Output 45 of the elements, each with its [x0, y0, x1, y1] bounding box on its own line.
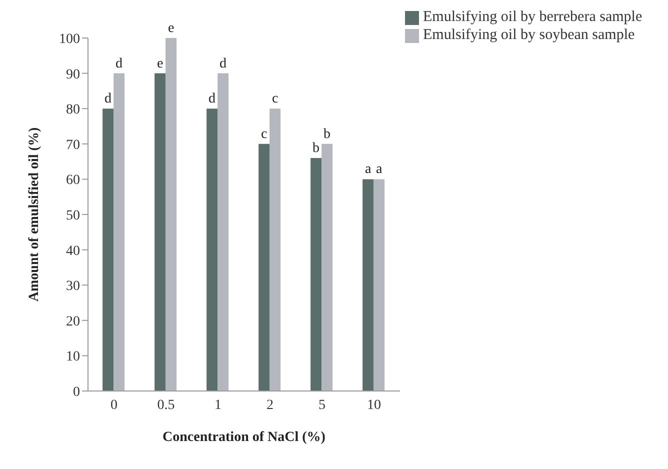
x-tick-label: 1 — [214, 398, 222, 413]
y-tick-label: 60 — [66, 173, 80, 188]
bar — [362, 179, 374, 391]
bar — [374, 179, 385, 391]
data-label: a — [364, 162, 372, 178]
y-tick-label: 30 — [66, 279, 80, 294]
data-label: b — [312, 141, 320, 156]
x-tick-label: 5 — [318, 398, 326, 413]
data-label: d — [220, 56, 227, 72]
data-label: c — [272, 92, 278, 107]
bar — [322, 144, 333, 391]
y-tick-label: 70 — [66, 138, 80, 153]
x-tick-label: 10 — [367, 398, 381, 413]
legend-label: Emulsifying oil by berrebera sample — [423, 9, 642, 25]
y-tick-label: 100 — [59, 32, 80, 47]
bar — [206, 108, 218, 391]
bar — [166, 38, 177, 391]
data-label: e — [156, 56, 164, 72]
data-label: b — [324, 126, 331, 142]
bar — [102, 108, 114, 391]
y-tick-label: 10 — [66, 350, 80, 365]
data-label: e — [168, 21, 174, 36]
legend-label: Emulsifying oil by soybean sample — [423, 27, 635, 43]
y-tick-label: 80 — [66, 102, 80, 118]
y-tick-label: 90 — [66, 67, 80, 82]
y-tick-label: 50 — [66, 208, 80, 224]
bar — [218, 73, 229, 391]
bar — [310, 158, 322, 391]
x-tick-label: 0 — [110, 398, 118, 413]
data-label: d — [104, 92, 112, 107]
data-label: a — [376, 162, 383, 178]
x-axis-title: Concentration of NaCl (%) — [162, 430, 326, 445]
y-tick-label: 0 — [73, 384, 80, 400]
data-label: c — [260, 126, 268, 142]
x-tick-label: 2 — [266, 398, 274, 413]
y-tick-label: 20 — [66, 314, 80, 330]
y-tick-label: 40 — [66, 244, 80, 259]
bar — [114, 73, 125, 391]
data-label: d — [208, 92, 216, 107]
data-label: d — [116, 56, 123, 72]
bar — [154, 73, 166, 391]
x-tick-label: 0.5 — [157, 398, 175, 413]
y-axis-title: Amount of emulsified oil (%) — [26, 127, 42, 302]
bar — [270, 108, 281, 391]
bar — [258, 144, 270, 391]
